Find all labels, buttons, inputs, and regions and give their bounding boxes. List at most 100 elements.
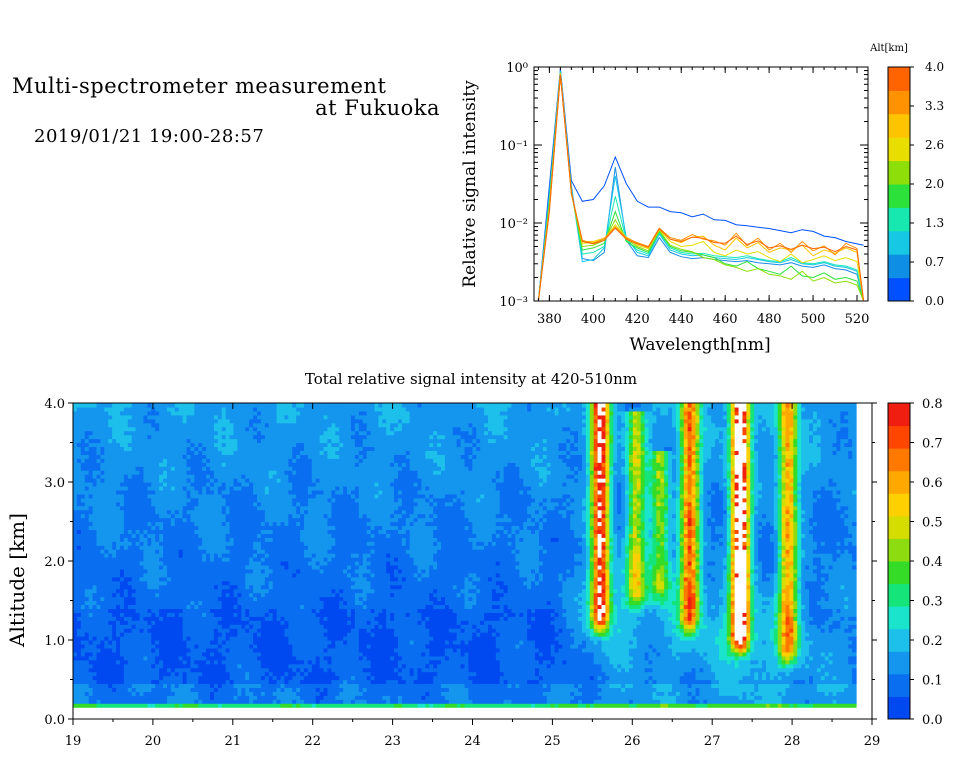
heatmap-cell: [307, 513, 313, 519]
heatmap-cell: [202, 659, 207, 665]
heatmap-cell: [268, 403, 274, 408]
heatmap-cell: [213, 541, 219, 546]
heatmap-cell: [119, 521, 125, 527]
heatmap-cell: [292, 596, 297, 602]
heatmap-cell: [190, 513, 195, 519]
heatmap-cell: [284, 691, 289, 696]
heatmap-cell: [303, 683, 309, 688]
heatmap-cell: [182, 426, 188, 432]
heatmap-cell: [190, 616, 195, 621]
heatmap-cell: [296, 561, 301, 566]
heatmap-cell: [311, 474, 317, 479]
heatmap-cell: [323, 624, 329, 629]
heatmap-cell: [303, 580, 309, 586]
heatmap-cell: [147, 458, 152, 463]
heatmap-cell: [249, 596, 254, 602]
heatmap-cell: [159, 414, 164, 420]
heatmap-cell: [92, 691, 98, 696]
heatmap-cell: [233, 549, 239, 554]
heatmap-cell: [100, 485, 105, 491]
heatmap-cell: [303, 545, 309, 550]
heatmap-cell: [123, 600, 129, 606]
heatmap-cell: [163, 691, 168, 696]
heatmap-cell: [268, 584, 274, 590]
heatmap-cell: [143, 667, 148, 673]
heatmap-cell: [233, 426, 239, 432]
heatmap-cell: [253, 418, 258, 424]
heatmap-cell: [237, 458, 242, 463]
heatmap-cell: [272, 422, 278, 428]
heatmap-cell: [217, 691, 223, 696]
heatmap-cell: [170, 485, 176, 491]
heatmap-cell: [123, 525, 129, 530]
heatmap-cell: [284, 446, 289, 451]
heatmap-cell: [73, 679, 78, 685]
heatmap-cell: [213, 489, 219, 495]
heatmap-cell: [292, 636, 297, 641]
heatmap-cell: [116, 466, 121, 471]
heatmap-cell: [73, 572, 78, 578]
heatmap-cell: [198, 675, 203, 681]
heatmap-cell: [245, 580, 250, 586]
heatmap-cell: [194, 640, 199, 645]
heatmap-cell: [76, 521, 82, 527]
heatmap-cell: [210, 561, 215, 566]
heatmap-cell: [268, 414, 274, 420]
heatmap-cell: [182, 410, 188, 416]
heatmap-cell: [249, 632, 254, 637]
heatmap-cell: [296, 513, 301, 519]
heatmap-cell: [241, 489, 246, 495]
heatmap-cell: [253, 533, 258, 538]
heatmap-cell: [296, 446, 301, 451]
heatmap-cell: [151, 612, 156, 617]
heatmap-cell: [229, 454, 235, 459]
heatmap-cell: [311, 426, 317, 432]
heatmap-cell: [112, 406, 117, 412]
heatmap-cell: [92, 643, 98, 649]
heatmap-cell: [288, 703, 293, 708]
heatmap-cell: [210, 438, 215, 444]
heatmap-cell: [288, 584, 293, 590]
heatmap-cell: [276, 418, 282, 424]
heatmap-cell: [292, 434, 297, 440]
heatmap-cell: [257, 580, 262, 586]
heatmap-cell: [178, 505, 184, 511]
heatmap-cell: [245, 458, 250, 463]
heatmap-cell: [155, 549, 160, 554]
heatmap-cell: [233, 691, 239, 696]
heatmap-cell: [119, 517, 125, 523]
heatmap-cell: [76, 474, 82, 479]
heatmap-cell: [206, 640, 211, 645]
heatmap-cell: [300, 454, 305, 459]
heatmap-cell: [119, 466, 125, 471]
heatmap-cell: [319, 422, 325, 428]
heatmap-cell: [170, 529, 176, 534]
heatmap-cell: [272, 580, 278, 586]
heatmap-cell: [92, 403, 98, 408]
heatmap-cell: [217, 679, 223, 685]
heatmap-cell: [92, 470, 98, 475]
heatmap-cell: [174, 564, 180, 570]
heatmap-cell: [296, 493, 301, 499]
heatmap-cell: [198, 568, 203, 574]
heatmap-cell: [166, 687, 172, 692]
heatmap-cell: [307, 584, 313, 590]
heatmap-cell: [116, 620, 121, 625]
heatmap-cell: [88, 450, 94, 455]
heatmap-cell: [190, 458, 195, 463]
heatmap-cell: [241, 557, 246, 562]
heatmap-cell: [147, 655, 152, 661]
heatmap-cell: [151, 576, 156, 582]
heatmap-cell: [280, 533, 286, 538]
heatmap-cell: [147, 410, 152, 416]
heatmap-cell: [147, 636, 152, 641]
heatmap-cell: [249, 521, 254, 527]
heatmap-cell: [221, 620, 227, 625]
heatmap-cell: [76, 683, 82, 688]
heatmap-cell: [206, 679, 211, 685]
heatmap-cell: [206, 655, 211, 661]
heatmap-cell: [104, 446, 109, 451]
heatmap-cell: [202, 703, 207, 708]
heatmap-cell: [151, 529, 156, 534]
heatmap-cell: [296, 576, 301, 582]
